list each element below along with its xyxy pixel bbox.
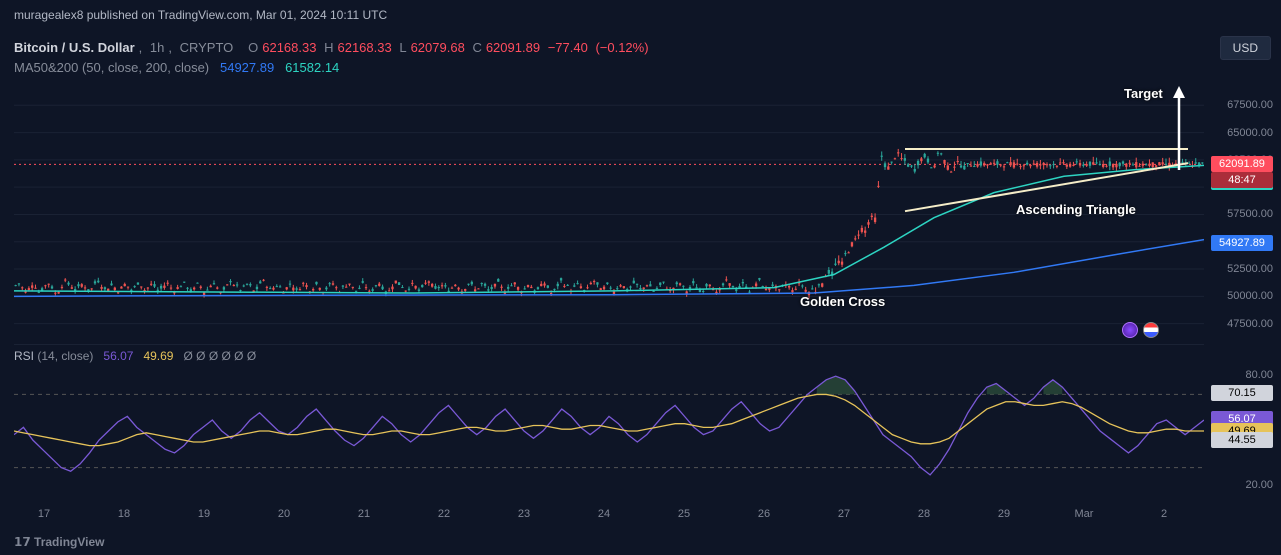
time-tick: 19 bbox=[198, 508, 210, 520]
ma200-value: 61582.14 bbox=[285, 60, 339, 75]
time-tick: 2 bbox=[1161, 508, 1167, 520]
annotation-golden-cross: Golden Cross bbox=[800, 294, 885, 309]
time-tick: 29 bbox=[998, 508, 1010, 520]
rsi-tag: 70.15 bbox=[1211, 385, 1273, 401]
ohlc-pct: (−0.12%) bbox=[595, 40, 648, 55]
price-tick: 57500.00 bbox=[1227, 208, 1273, 220]
price-tick: 65000.00 bbox=[1227, 127, 1273, 139]
annotation-ascending-triangle: Ascending Triangle bbox=[1016, 202, 1136, 217]
time-tick: 18 bbox=[118, 508, 130, 520]
price-tick: 52500.00 bbox=[1227, 263, 1273, 275]
ma-label: MA50&200 bbox=[14, 60, 78, 75]
tradingview-logo: 𝟭𝟳 TradingView bbox=[14, 535, 105, 549]
ohlc-close: 62091.89 bbox=[486, 40, 540, 55]
publish-header: muragealex8 published on TradingView.com… bbox=[14, 8, 387, 22]
price-tag: 54927.89 bbox=[1211, 235, 1273, 251]
time-tick: 28 bbox=[918, 508, 930, 520]
annotation-target: Target bbox=[1124, 86, 1163, 101]
rsi-tick: 20.00 bbox=[1245, 479, 1273, 491]
time-tick: 23 bbox=[518, 508, 530, 520]
rsi-chart[interactable]: RSI (14, close) 56.07 49.69 Ø Ø Ø Ø Ø Ø bbox=[14, 344, 1204, 504]
time-axis: 17 18 19 20 21 22 23 24 25 26 27 28 29 Mar 2 bbox=[14, 508, 1204, 532]
time-tick: 27 bbox=[838, 508, 850, 520]
badge-icons bbox=[1122, 322, 1159, 338]
flag-icon bbox=[1143, 322, 1159, 338]
time-tick: 20 bbox=[278, 508, 290, 520]
price-tick: 67500.00 bbox=[1227, 99, 1273, 111]
rsi-axis: 20.0080.0070.1556.0749.6944.55 bbox=[1211, 344, 1273, 504]
exchange: CRYPTO bbox=[180, 40, 234, 55]
countdown-tag: 48:47 bbox=[1211, 172, 1273, 188]
price-axis: 47500.0050000.0052500.0055000.0057500.00… bbox=[1211, 78, 1273, 340]
time-tick: 24 bbox=[598, 508, 610, 520]
rsi-tag: 44.55 bbox=[1211, 432, 1273, 448]
rsi-tick: 80.00 bbox=[1245, 369, 1273, 381]
indicator-ma: MA50&200 (50, close, 200, close) 54927.8… bbox=[14, 60, 339, 75]
timeframe: 1h bbox=[150, 40, 164, 55]
time-tick: Mar bbox=[1075, 508, 1094, 520]
ma50-value: 54927.89 bbox=[220, 60, 274, 75]
price-tick: 50000.00 bbox=[1227, 290, 1273, 302]
ohlc-open: 62168.33 bbox=[262, 40, 316, 55]
time-tick: 22 bbox=[438, 508, 450, 520]
time-tick: 17 bbox=[38, 508, 50, 520]
time-tick: 21 bbox=[358, 508, 370, 520]
symbol-info: Bitcoin / U.S. Dollar, 1h, CRYPTO O62168… bbox=[14, 40, 653, 55]
time-tick: 26 bbox=[758, 508, 770, 520]
ohlc-low: 62079.68 bbox=[411, 40, 465, 55]
currency-button[interactable]: USD bbox=[1220, 36, 1271, 60]
price-tag: 62091.89 bbox=[1211, 156, 1273, 172]
symbol-name: Bitcoin / U.S. Dollar bbox=[14, 40, 135, 55]
ma-params: (50, close, 200, close) bbox=[82, 60, 209, 75]
ohlc-high: 62168.33 bbox=[337, 40, 391, 55]
ohlc-change: −77.40 bbox=[548, 40, 588, 55]
time-tick: 25 bbox=[678, 508, 690, 520]
lightning-icon bbox=[1122, 322, 1138, 338]
price-tick: 47500.00 bbox=[1227, 318, 1273, 330]
